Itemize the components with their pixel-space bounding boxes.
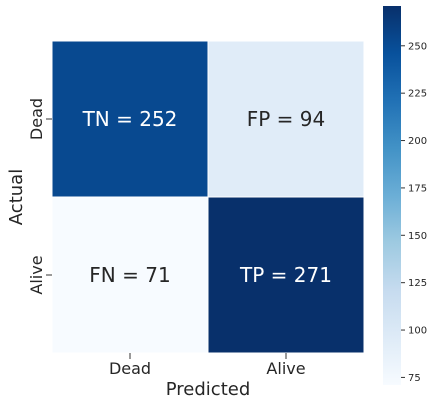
heatmap-cell-0-0 [51, 40, 209, 198]
colorbar-gradient [383, 6, 401, 385]
x-tick-label-alive: Alive [266, 359, 305, 378]
heatmap-cell-0-1 [207, 40, 365, 198]
colorbar-tick-label-7: 250 [408, 41, 427, 52]
cell-label-0-1: FP = 94 [247, 107, 326, 131]
colorbar-tick-label-0: 75 [408, 373, 421, 384]
colorbar-tick-label-4: 175 [408, 183, 427, 194]
colorbar-tick-label-5: 200 [408, 136, 427, 147]
cell-label-0-0: TN = 252 [82, 107, 178, 131]
colorbar-tick-label-6: 225 [408, 89, 427, 100]
y-axis-label: Actual [6, 169, 27, 225]
heatmap-cells [51, 40, 365, 354]
y-tick-label-dead: Dead [27, 98, 46, 140]
y-axis: Dead Alive Actual [6, 98, 52, 295]
colorbar-ticks: 75 100 125 150 175 200 225 250 [401, 41, 427, 384]
colorbar-tick-label-1: 100 [408, 326, 427, 337]
x-axis-label: Predicted [166, 379, 251, 400]
colorbar-tick-label-2: 125 [408, 278, 427, 289]
cell-labels: TN = 252 FP = 94 FN = 71 TP = 271 [82, 107, 332, 287]
x-tick-label-dead: Dead [109, 359, 151, 378]
heatmap-cell-1-0 [51, 196, 209, 354]
y-tick-label-alive: Alive [27, 255, 46, 294]
colorbar-tick-label-3: 150 [408, 231, 427, 242]
colorbar: 75 100 125 150 175 200 225 250 [383, 6, 427, 385]
heatmap-cell-1-1 [207, 196, 365, 354]
x-axis: Dead Alive Predicted [109, 353, 306, 400]
cell-label-1-1: TP = 271 [239, 263, 332, 287]
cell-label-1-0: FN = 71 [89, 263, 170, 287]
